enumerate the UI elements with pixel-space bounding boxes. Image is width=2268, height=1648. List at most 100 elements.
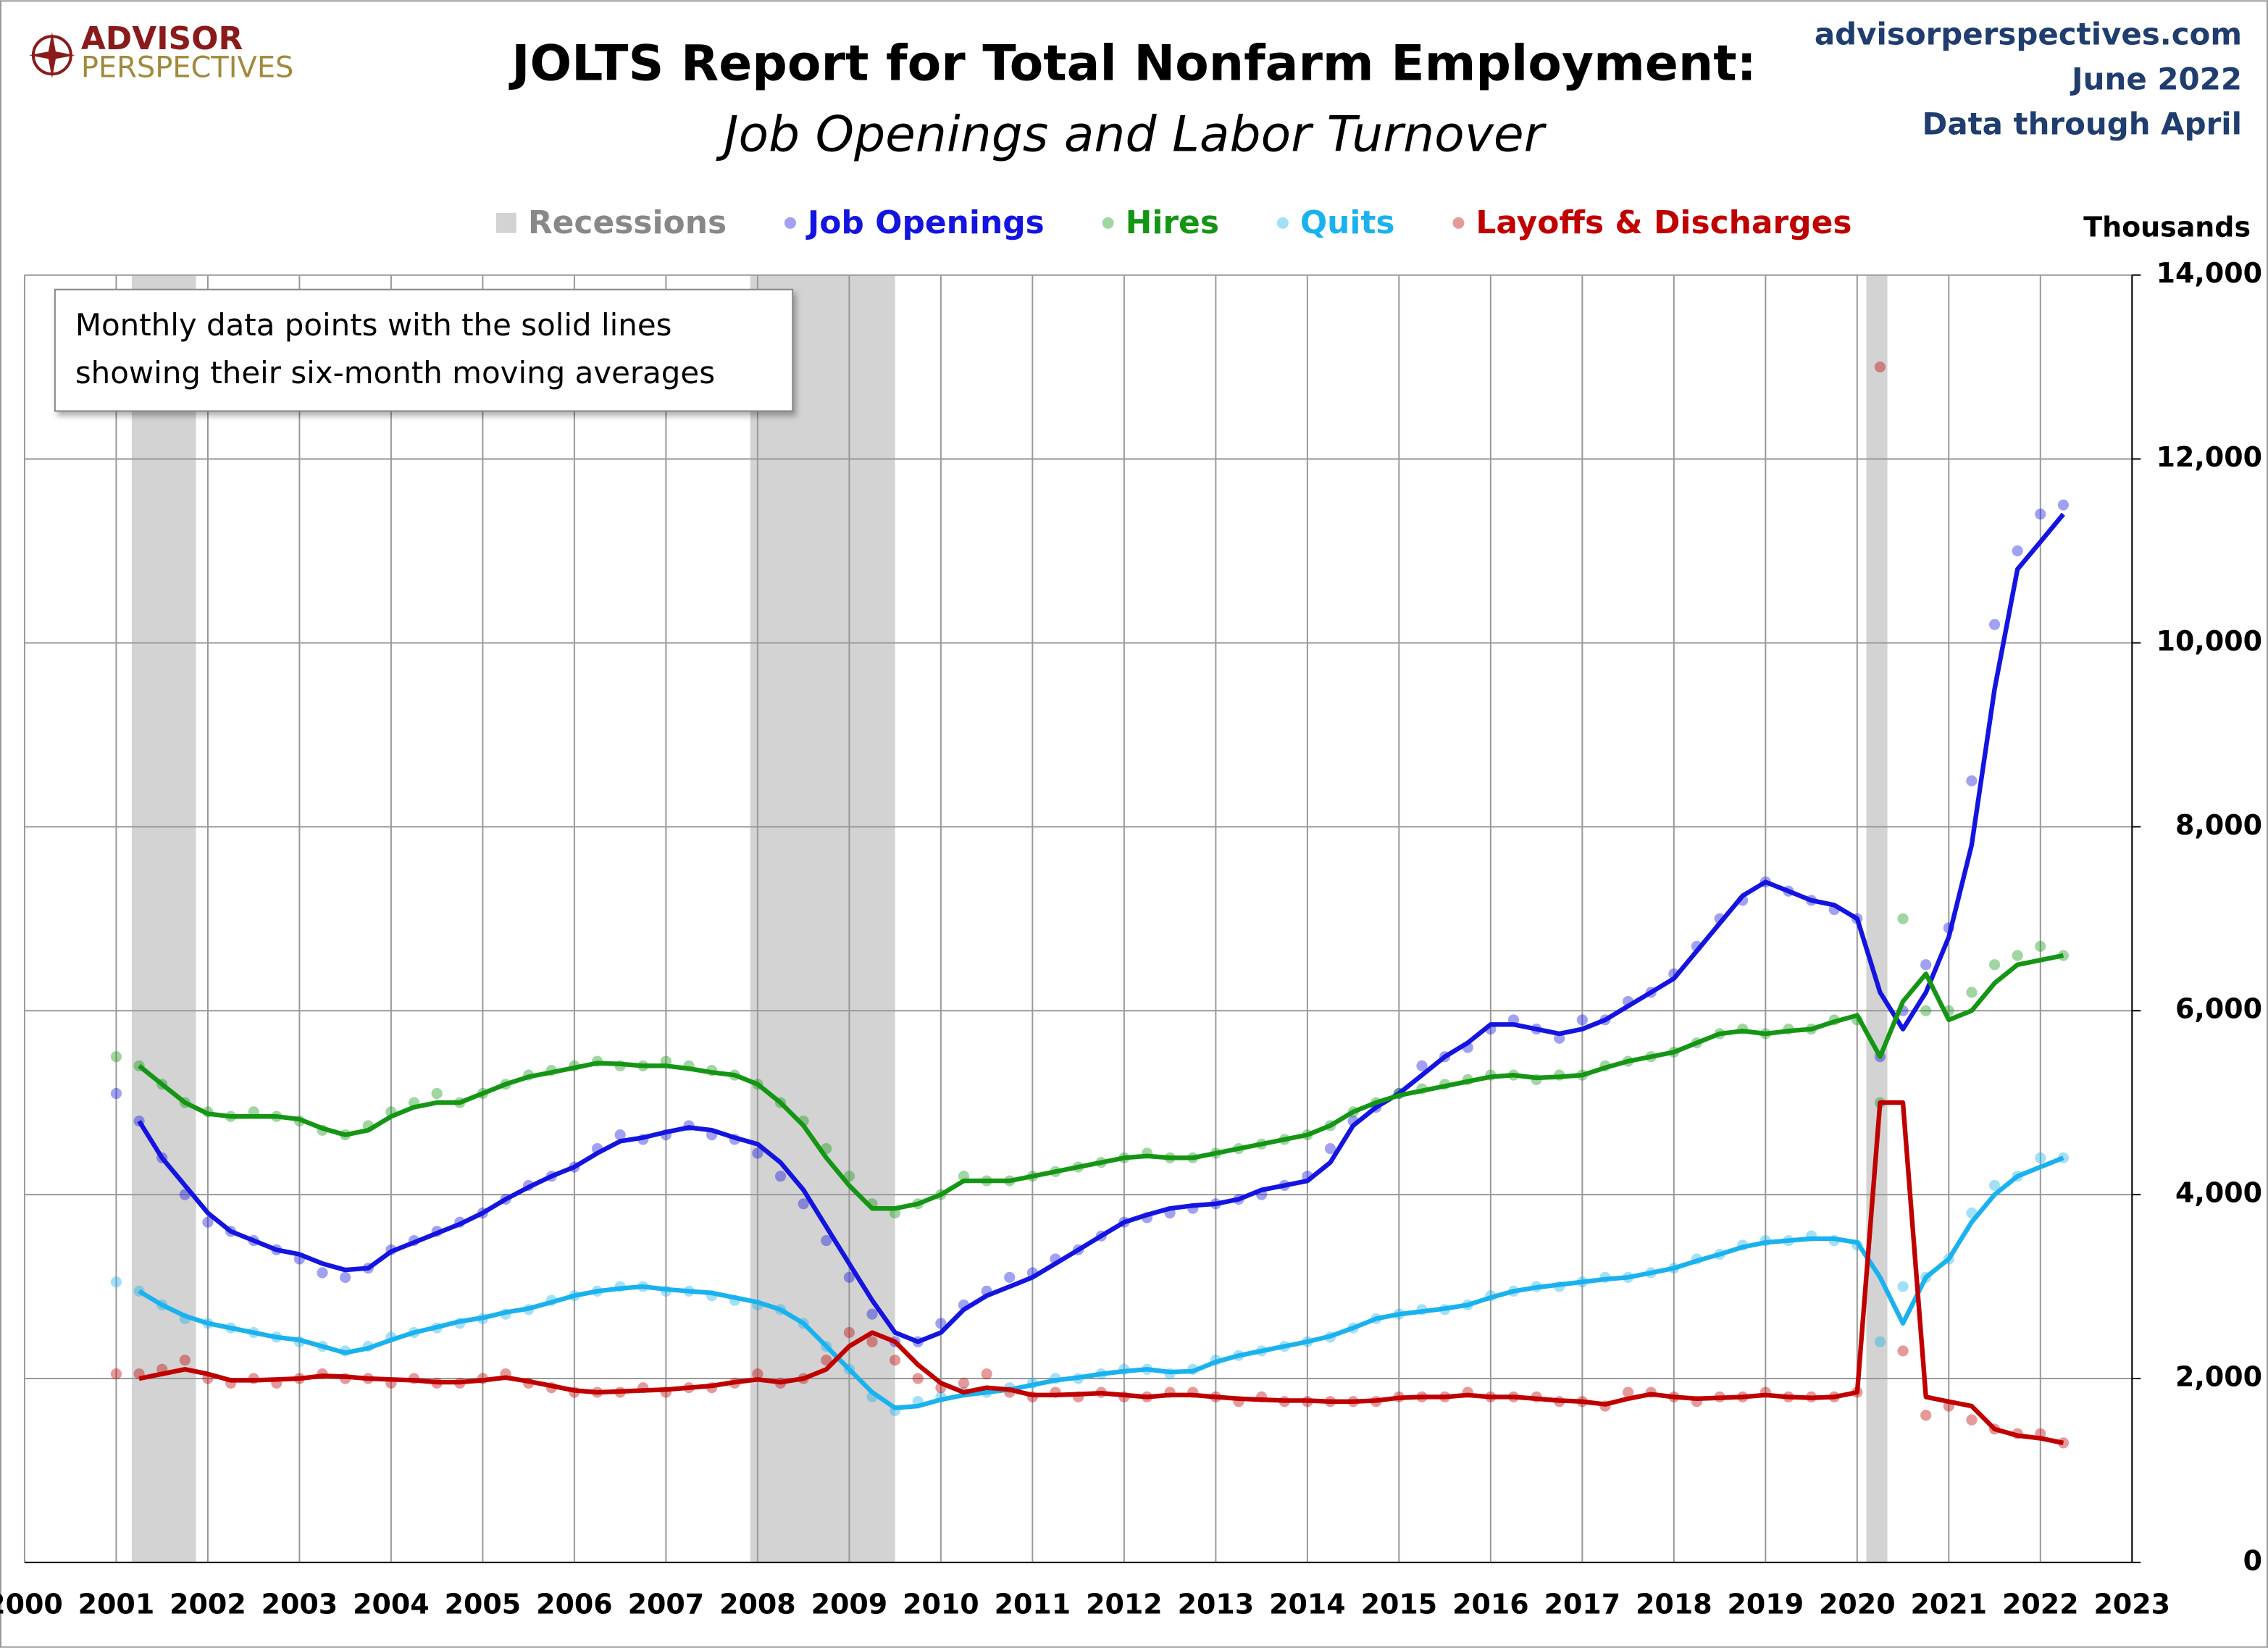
data-point [821,1234,832,1247]
logo-text: ADVISOR [81,20,243,57]
data-point [1004,1271,1016,1283]
annotation-box [54,288,794,412]
legend-swatch [495,212,516,233]
recession-band [1866,275,1888,1563]
annotation: Monthly data points with the solid lines… [54,288,794,412]
data-point [2035,1152,2046,1163]
x-tick-label: 2022 [2002,1588,2079,1620]
data-point [110,1087,122,1100]
data-point [110,1368,122,1380]
data-point [1988,619,2001,630]
plot-area: 2000 2001 2002 2003 2004 2005 2006 2007 2008 2009… [0,257,2262,1620]
data-point [1324,1143,1336,1155]
moving-average-line [138,1155,2064,1410]
legend-label: Quits [1300,204,1395,241]
data-point [202,1216,214,1228]
data-point [2012,545,2023,557]
data-point [1874,361,1886,373]
logo-text: PERSPECTIVES [81,51,294,85]
chart-title: JOLTS Report for Total Nonfarm Employmen… [509,35,1757,93]
data-point [843,1271,855,1283]
moving-average-line [138,1100,2064,1446]
x-tick-label: 2017 [1544,1588,1621,1620]
data-point [1988,959,2001,971]
chart-subtitle: Job Openings and Labor Turnover [715,106,1547,164]
data-point [1897,1281,1909,1292]
data-point [2012,950,2023,961]
legend-marker [1102,217,1114,229]
data-point [1920,959,1932,971]
source: June 2022 [2070,62,2242,97]
data-point [340,1271,351,1283]
data-point [935,1318,947,1329]
x-tick-label: 2006 [536,1588,613,1620]
y-tick-label: 6,000 [2175,993,2262,1025]
data-point [1897,913,1909,924]
x-tick-label: 2015 [1361,1588,1438,1620]
recession-band [131,275,196,1563]
data-point [843,1326,855,1339]
x-tick-label: 2010 [903,1588,979,1620]
x-tick-label: 2009 [811,1588,888,1620]
data-point [1576,1014,1588,1026]
data-point [1966,775,1978,787]
data-point [614,1129,626,1141]
moving-average-line [137,512,2065,1344]
data-point [1920,1410,1932,1421]
source: advisorperspectives.com [1815,17,2242,52]
x-tick-label: 2004 [353,1588,430,1620]
y-tick-label: 12,000 [2156,441,2262,473]
legend-marker [784,217,796,229]
y-tick-label: 14,000 [2156,257,2262,289]
data-point [1966,987,1978,998]
x-tick-label: 2013 [1178,1588,1255,1620]
recession-band [750,275,895,1563]
legend-label: Layoffs & Discharges [1476,204,1851,241]
y-tick-label: 2,000 [2175,1360,2262,1392]
legend-label: Hires [1126,204,1219,241]
data-point [1920,1005,1932,1016]
legend-marker [1452,217,1465,229]
x-tick-label: 2008 [719,1588,796,1620]
data-point [317,1267,328,1279]
logo-icon [28,32,75,79]
data-point [1897,1345,1909,1357]
data-point [431,1087,443,1100]
data-point [821,1355,832,1366]
y-tick-label: 8,000 [2175,809,2262,841]
data-point [110,1051,122,1063]
x-tick-label: 2023 [2094,1588,2171,1620]
data-point [752,1147,763,1159]
legend-label: Recessions [528,204,727,241]
annotation-text: Monthly data points with the solid lines [75,307,672,343]
data-point [774,1171,787,1182]
data-point [2035,509,2046,520]
data-point [890,1355,901,1366]
data-point [1622,1386,1634,1398]
x-tick-label: 2002 [170,1588,246,1620]
y-tick-label: 4,000 [2175,1177,2262,1209]
data-point [179,1355,191,1366]
data-point [1874,1336,1886,1347]
x-tick-label: 2018 [1636,1588,1712,1620]
x-tick-label: 2016 [1452,1588,1529,1620]
x-tick-label: 2014 [1269,1588,1346,1620]
legend-marker [1276,217,1289,229]
x-tick-label: 2021 [1911,1588,1988,1620]
x-tick-label: 2005 [445,1588,522,1620]
y-tick-label: 10,000 [2156,625,2262,657]
x-tick-label: 2003 [261,1588,338,1620]
data-point [958,1377,970,1389]
data-point [1416,1060,1428,1071]
data-point [1988,1179,2001,1192]
data-point [2057,499,2070,511]
data-point [1966,1414,1978,1426]
logo: ADVISOR PERSPECTIVES [28,20,294,85]
data-point [866,1336,878,1347]
data-point [866,1308,878,1320]
moving-average-line [138,953,2064,1211]
x-tick-label: 2019 [1728,1588,1804,1620]
